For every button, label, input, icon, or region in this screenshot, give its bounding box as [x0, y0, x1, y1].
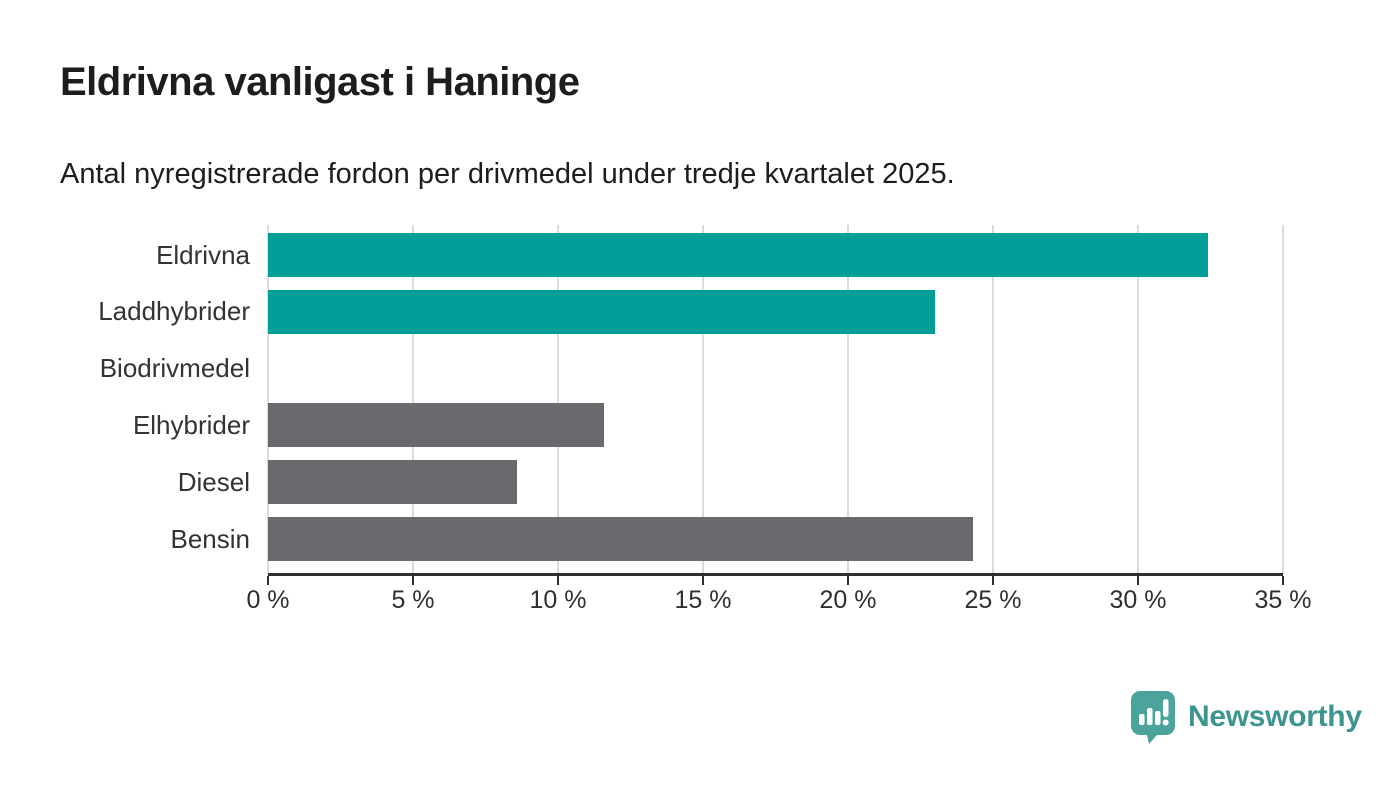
category-label-diesel: Diesel — [177, 466, 250, 497]
bar-bensin — [268, 517, 973, 561]
chart-subtitle: Antal nyregistrerade fordon per drivmede… — [60, 158, 955, 190]
x-axis-tick — [412, 576, 414, 585]
bar-elhybrider — [268, 403, 605, 448]
x-axis-tick-label: 0 % — [246, 586, 290, 614]
x-axis-tick — [847, 576, 849, 585]
x-axis-tick — [702, 576, 704, 585]
category-label-biodrivmedel: Biodrivmedel — [99, 353, 250, 384]
bar-eldrivna — [268, 233, 1208, 277]
category-label-eldrivna: Eldrivna — [156, 239, 250, 270]
gridline — [992, 225, 994, 575]
plot-area — [267, 225, 1284, 575]
x-axis-tick — [1137, 576, 1139, 585]
gridline — [1282, 225, 1284, 575]
gridline — [847, 225, 849, 575]
bar-laddhybrider — [268, 289, 935, 334]
newsworthy-logo-icon — [1130, 690, 1176, 744]
x-axis-tick-label: 15 % — [674, 586, 732, 614]
chart-title: Eldrivna vanligast i Haninge — [60, 60, 580, 104]
x-axis-tick-label: 35 % — [1254, 586, 1312, 614]
category-axis-labels: Eldrivna Laddhybrider Biodrivmedel Elhybrid… — [0, 225, 250, 575]
x-axis-tick — [1282, 576, 1284, 585]
x-axis-tick-label: 10 % — [529, 586, 587, 614]
x-axis-tick-label: 25 % — [964, 586, 1022, 614]
x-axis-tick — [992, 576, 994, 585]
bar-diesel — [268, 460, 518, 505]
x-axis-tick — [267, 576, 269, 585]
category-label-bensin: Bensin — [170, 523, 251, 554]
newsworthy-logo-text: Newsworthy — [1188, 700, 1362, 733]
newsworthy-logo: Newsworthy — [1130, 690, 1362, 744]
x-axis-line — [268, 573, 1283, 576]
x-axis-tick-labels: 0 % 5 % 10 % 15 % 20 % 25 % 30 % 35 % — [246, 586, 1311, 618]
category-label-elhybrider: Elhybrider — [132, 409, 250, 440]
x-axis-tick-label: 30 % — [1109, 586, 1167, 614]
x-axis-tick-label: 5 % — [391, 586, 435, 614]
gridline — [557, 225, 559, 575]
gridline — [1137, 225, 1139, 575]
category-label-laddhybrider: Laddhybrider — [98, 296, 250, 327]
gridline — [412, 225, 414, 575]
x-axis-tick-label: 20 % — [819, 586, 877, 614]
gridline — [702, 225, 704, 575]
gridline — [267, 225, 269, 575]
x-axis-tick — [557, 576, 559, 585]
